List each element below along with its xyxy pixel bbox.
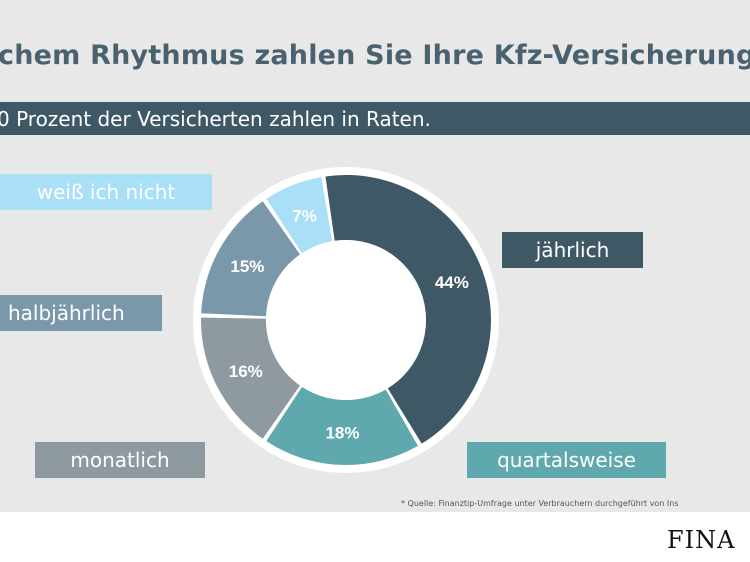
chart-subtitle: 0 Prozent der Versicherten zahlen in Rat… (0, 107, 431, 131)
legend-label-jaehrlich: jährlich (502, 232, 643, 268)
slice-label-quartalsweise: 18% (325, 423, 359, 442)
slice-label-jaehrlich: 44% (435, 273, 469, 292)
slice-label-weiss-ich-nicht: 7% (292, 206, 317, 225)
slice-label-halbjaehrlich: 15% (230, 257, 264, 276)
donut-hole (266, 240, 426, 400)
source-note: * Quelle: Finanztip-Umfrage unter Verbra… (401, 499, 679, 508)
slice-quartalsweise (266, 386, 418, 465)
slice-jaehrlich (325, 175, 491, 444)
subtitle-bar (0, 102, 750, 135)
brand-logo-text: FINA (667, 526, 736, 554)
legend-label-weiss-ich-nicht: weiß ich nicht (0, 174, 212, 210)
chart-title: chem Rhythmus zahlen Sie Ihre Kfz-Versic… (0, 40, 750, 71)
legend-label-halbjaehrlich: halbjährlich (0, 295, 162, 331)
slice-weiss-ich-nicht (266, 177, 333, 254)
legend-label-quartalsweise: quartalsweise (467, 442, 666, 478)
slice-monatlich (201, 317, 301, 439)
slice-label-monatlich: 16% (229, 362, 263, 381)
slice-halbjaehrlich (201, 201, 301, 317)
legend-label-monatlich: monatlich (35, 442, 205, 478)
